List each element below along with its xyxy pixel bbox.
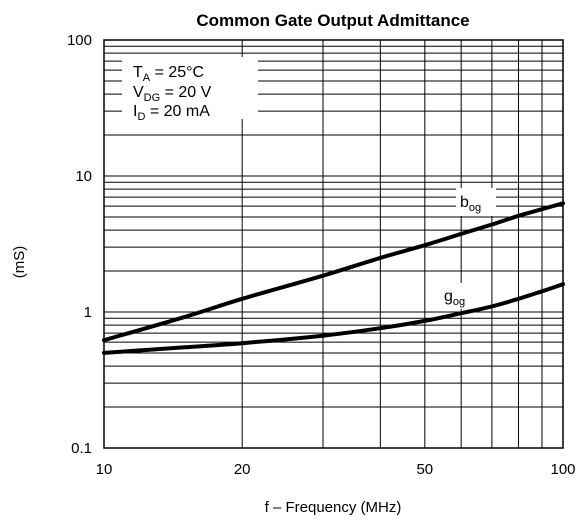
- condition-vdg: VDG = 20 V: [133, 84, 212, 104]
- x-tick-label: 50: [416, 461, 433, 478]
- y-tick-label: 1: [84, 304, 92, 321]
- conditions-box: [122, 57, 258, 119]
- chart-title: Common Gate Output Admittance: [196, 11, 469, 30]
- condition-id: ID = 20 mA: [133, 103, 210, 123]
- y-tick-label: 100: [67, 32, 92, 49]
- y-tick-label: 10: [75, 168, 92, 185]
- series-label-bog: bog: [460, 194, 481, 214]
- x-tick-label: 100: [550, 461, 575, 478]
- grid: [103, 39, 564, 449]
- bog-label-bg: [456, 188, 496, 216]
- x-tick-label: 10: [96, 461, 113, 478]
- plot-frame: [103, 39, 564, 449]
- x-axis-label: f – Frequency (MHz): [265, 499, 402, 516]
- series-line-bog: [102, 201, 565, 343]
- y-tick-label: 0.1: [71, 440, 92, 457]
- series-label-gog: gog: [444, 288, 465, 308]
- condition-ta: TA = 25°C: [133, 64, 204, 84]
- tick-labels: 10 20 50 100 0.1 1 10 100: [67, 32, 576, 478]
- series-line-gog: [102, 282, 565, 355]
- series-lines: [102, 201, 565, 355]
- x-tick-label: 20: [234, 461, 251, 478]
- y-axis-label: (mS): [11, 246, 28, 279]
- gog-label-bg: [440, 283, 476, 309]
